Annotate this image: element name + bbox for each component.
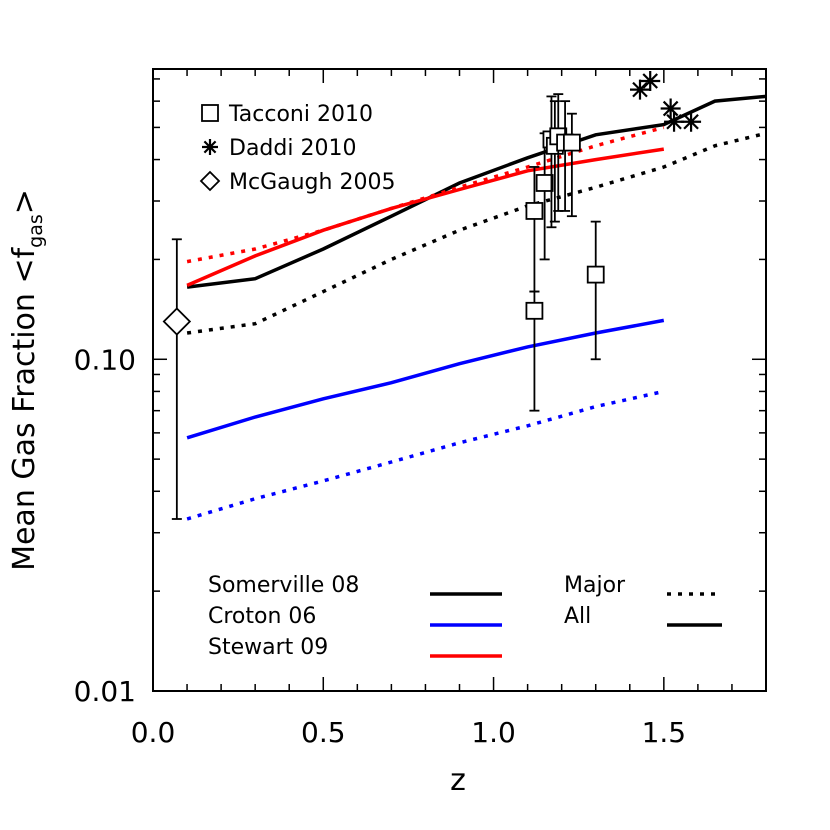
tick-labels: 0.0 0.5 1.0 1.5 0.01 0.10 — [74, 343, 686, 749]
series-line-croton-06-all — [186, 318, 665, 440]
y-tick-label: 0.10 — [74, 343, 136, 376]
x-tick-label: 1.0 — [471, 716, 516, 749]
asterisk-marker — [640, 71, 661, 92]
observations — [162, 71, 702, 520]
legend-style-label: Major — [564, 573, 626, 598]
legend-marker-diamond — [199, 170, 221, 192]
series-line-somerville-08-all — [186, 94, 767, 289]
legend-model-label: Croton 06 — [208, 604, 316, 629]
legend-observations: Tacconi 2010 Daddi 2010 McGaugh 2005 — [199, 102, 395, 195]
asterisk-marker — [681, 111, 702, 132]
y-tick-label: 0.01 — [74, 675, 136, 708]
series-line-somerville-08-major — [186, 131, 767, 335]
y-axis-label-sub: gas — [25, 214, 47, 248]
legend-model-label: Stewart 09 — [208, 635, 328, 660]
legend-style-label: All — [564, 604, 591, 629]
legend-marker-asterisk — [202, 139, 218, 155]
y-axis-label: Mean Gas Fraction <fgas> — [7, 189, 47, 571]
square-marker — [586, 265, 605, 284]
legend-label: McGaugh 2005 — [229, 170, 395, 195]
legend-model-label: Somerville 08 — [208, 573, 359, 598]
y-axis-label-close: > — [7, 189, 42, 214]
square-marker — [562, 133, 581, 152]
square-marker — [525, 202, 544, 220]
x-tick-label: 0.5 — [301, 716, 346, 749]
diamond-marker — [162, 307, 192, 336]
plot-frame — [152, 68, 767, 692]
asterisk-marker — [629, 79, 650, 100]
square-marker — [525, 301, 544, 320]
legend-label: Daddi 2010 — [229, 136, 356, 161]
y-axis-label-main: Mean Gas Fraction <f — [7, 246, 42, 570]
asterisk-marker — [664, 111, 685, 132]
series-line-croton-06-major — [186, 389, 665, 521]
legend-label: Tacconi 2010 — [228, 102, 373, 127]
legend-marker-square — [201, 104, 219, 122]
legend-models: Somerville 08 Croton 06 Stewart 09 Major All — [208, 573, 722, 660]
model-series — [186, 94, 767, 521]
x-tick-label: 0.0 — [131, 716, 176, 749]
asterisk-marker — [660, 98, 681, 119]
x-axis-label: z — [450, 763, 466, 798]
square-marker — [535, 174, 554, 192]
x-tick-label: 1.5 — [642, 716, 687, 749]
series-line-stewart-09-all — [186, 147, 665, 288]
